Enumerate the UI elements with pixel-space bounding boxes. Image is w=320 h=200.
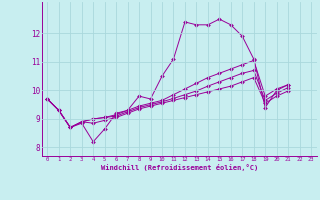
X-axis label: Windchill (Refroidissement éolien,°C): Windchill (Refroidissement éolien,°C) — [100, 164, 258, 171]
